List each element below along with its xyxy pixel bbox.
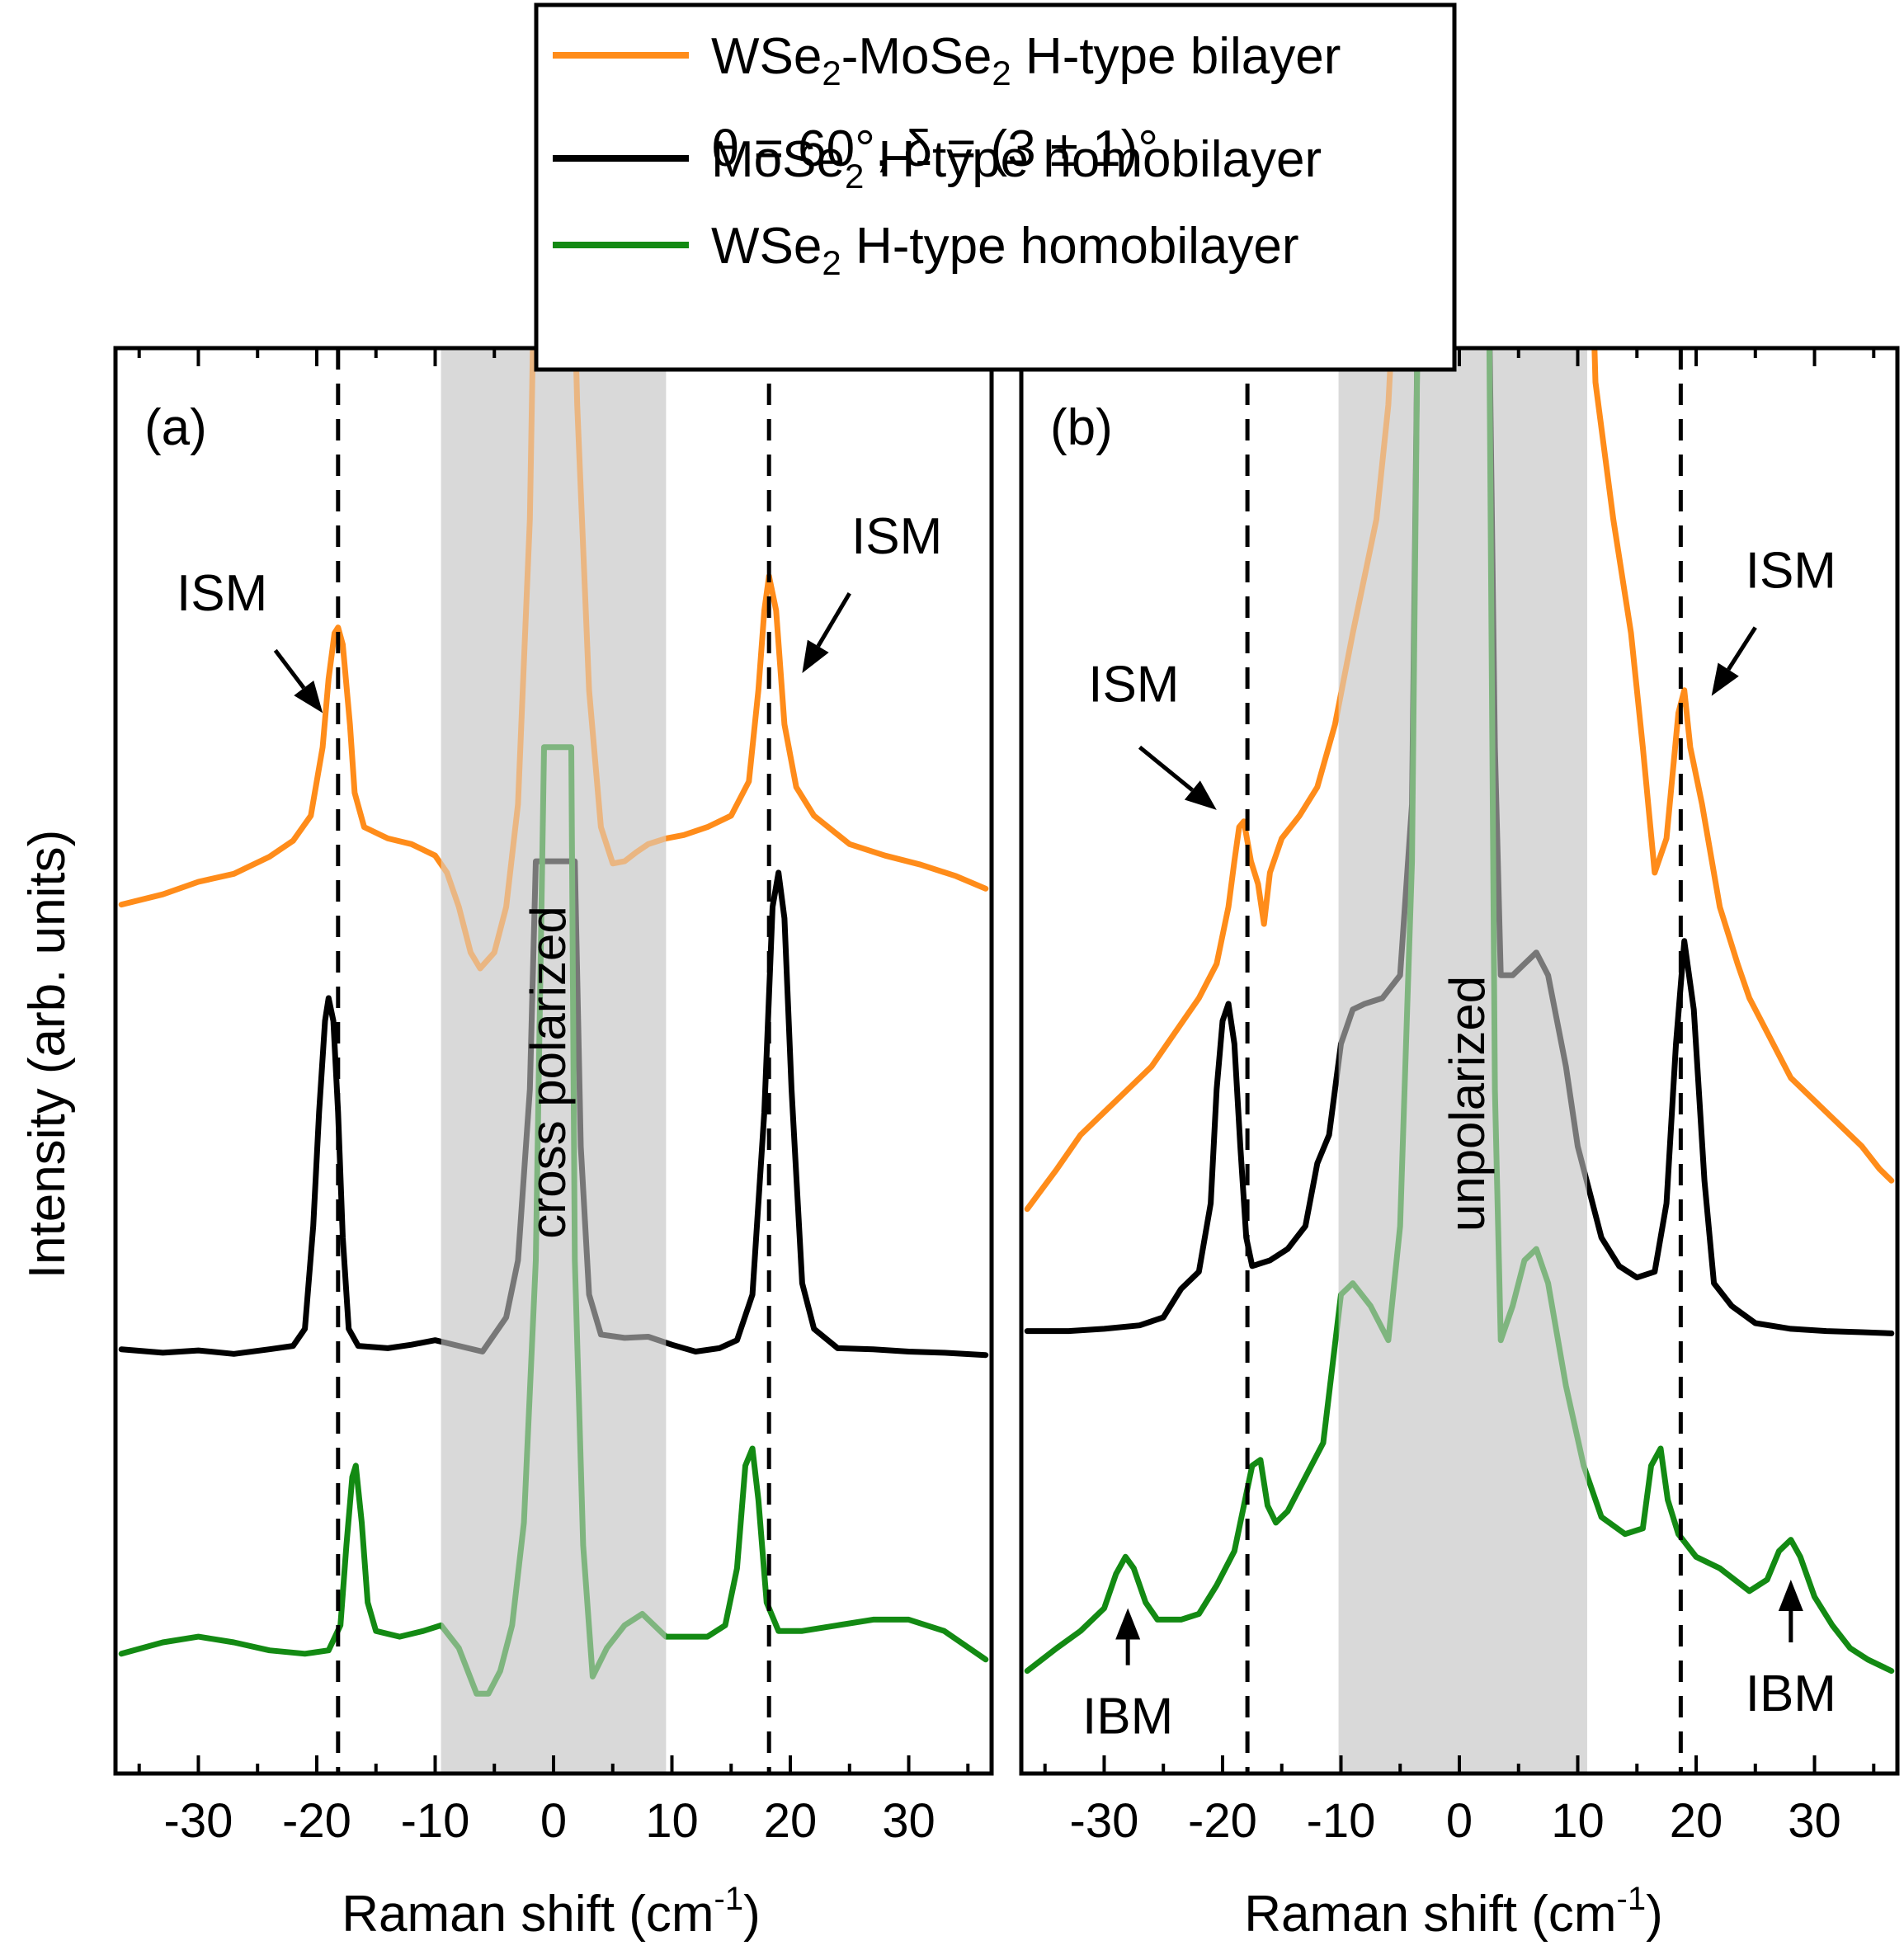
shaded-region-label: cross polarized bbox=[521, 906, 576, 1239]
annotation-label: ISM bbox=[851, 508, 942, 565]
x-tick-label: -10 bbox=[401, 1794, 470, 1848]
x-axis-label-a-main: Raman shift (cm bbox=[342, 1886, 714, 1943]
x-tick-label: 10 bbox=[1551, 1794, 1605, 1848]
x-tick-label: -10 bbox=[1307, 1794, 1376, 1848]
annotation-arrow-head bbox=[1115, 1608, 1141, 1640]
legend-label-part: 2 bbox=[845, 157, 864, 196]
x-axis-label-b: Raman shift (cm-1) bbox=[1244, 1881, 1663, 1943]
legend-label-wse2_mose2: WSe2-MoSe2 H-type bilayer bbox=[711, 28, 1341, 92]
annotation-arrow-head bbox=[294, 681, 323, 714]
series-line-mose2 bbox=[1024, 348, 1895, 1336]
x-tick-label: 30 bbox=[882, 1794, 936, 1848]
shaded-overlay bbox=[441, 348, 667, 1774]
x-axis-label-b-close: ) bbox=[1646, 1886, 1663, 1943]
shaded-region-label: unpolarized bbox=[1440, 976, 1495, 1232]
x-tick-label: 30 bbox=[1788, 1794, 1841, 1848]
annotation-label: IBM bbox=[1746, 1665, 1836, 1722]
x-tick-label: 20 bbox=[1670, 1794, 1723, 1848]
x-axis-label-b-sup: -1 bbox=[1617, 1881, 1647, 1917]
x-tick-label: -30 bbox=[164, 1794, 233, 1848]
panel-b: -30 -20 -10 0 10 20 30 (b) unpolarized ISM ISM IBM I… bbox=[1019, 346, 1900, 1848]
x-axis-label-b-main: Raman shift (cm bbox=[1244, 1886, 1616, 1943]
x-axis-label-a-close: ) bbox=[743, 1886, 761, 1943]
x-tick-label: 0 bbox=[540, 1794, 567, 1848]
x-tick-label: 10 bbox=[645, 1794, 699, 1848]
legend-label-wse2: WSe2 H-type homobilayer bbox=[711, 218, 1299, 282]
legend-label-part: H-type homobilayer bbox=[841, 218, 1299, 275]
legend-label-part: WSe bbox=[711, 28, 822, 85]
x-tick-label: 20 bbox=[764, 1794, 818, 1848]
x-tick-label: 0 bbox=[1446, 1794, 1473, 1848]
panel-label: (a) bbox=[144, 399, 207, 456]
annotation-label: IBM bbox=[1082, 1689, 1173, 1745]
legend-box bbox=[534, 2, 1457, 372]
annotation-arrow-shaft bbox=[816, 591, 851, 648]
legend-label-part: H-type bilayer bbox=[1011, 28, 1341, 85]
legend-label-part: 2 bbox=[992, 54, 1011, 92]
annotation-arrow-head bbox=[1711, 662, 1739, 696]
y-axis-label: Intensity (arb. units) bbox=[19, 830, 76, 1279]
legend-label-part: -MoSe bbox=[841, 28, 992, 85]
annotation-arrow-head bbox=[802, 639, 829, 673]
legend-detail-wse2_mose2: θ = 60°, δ = (3 ± 1)° bbox=[711, 120, 1158, 177]
panel-label: (b) bbox=[1050, 399, 1113, 456]
annotation-label: ISM bbox=[177, 565, 267, 622]
annotation-label: ISM bbox=[1746, 542, 1836, 599]
x-tick-label: -30 bbox=[1070, 1794, 1139, 1848]
x-tick-label: -20 bbox=[282, 1794, 351, 1848]
legend-label-part: H-type homobilayer bbox=[864, 131, 1322, 188]
annotation-label: ISM bbox=[1088, 657, 1179, 714]
legend-label-part: MoSe bbox=[711, 131, 845, 188]
annotation-arrow-head bbox=[1778, 1579, 1803, 1611]
x-axis-label-a-sup: -1 bbox=[714, 1881, 744, 1917]
series-line-wse2 bbox=[1024, 348, 1895, 1675]
annotation-arrow-shaft bbox=[273, 648, 306, 690]
series-line-wse2_mose2 bbox=[118, 348, 989, 972]
legend-label-part: 2 bbox=[822, 54, 841, 92]
legend-label-mose2: MoSe2 H-type homobilayer bbox=[711, 131, 1322, 196]
legend-label-part: WSe bbox=[711, 218, 822, 275]
x-axis-label-a: Raman shift (cm-1) bbox=[342, 1881, 761, 1943]
legend-label-part: 2 bbox=[822, 243, 841, 282]
panel-a: -30 -20 -10 0 10 20 30 (a) cross polarized ISM ISM bbox=[113, 346, 994, 1848]
annotation-arrow-head bbox=[1184, 780, 1217, 810]
annotation-arrow-shaft bbox=[1727, 626, 1757, 671]
x-tick-label: -20 bbox=[1188, 1794, 1257, 1848]
shaded-overlay bbox=[1338, 348, 1587, 1774]
annotation-arrow-shaft bbox=[1138, 745, 1194, 792]
